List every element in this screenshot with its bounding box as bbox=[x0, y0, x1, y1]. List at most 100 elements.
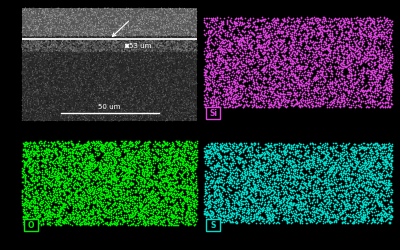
Point bbox=[387, 144, 394, 148]
Point bbox=[107, 43, 114, 47]
Point bbox=[357, 89, 364, 93]
Point bbox=[112, 37, 119, 41]
Point bbox=[34, 28, 40, 32]
Point bbox=[141, 53, 147, 57]
Point bbox=[88, 152, 95, 156]
Point bbox=[275, 195, 281, 199]
Point bbox=[116, 32, 123, 36]
Point bbox=[104, 27, 110, 31]
Point bbox=[94, 39, 101, 43]
Point bbox=[69, 199, 75, 203]
Point bbox=[181, 178, 187, 182]
Point bbox=[174, 42, 180, 46]
Point bbox=[102, 42, 108, 46]
Point bbox=[105, 144, 111, 148]
Point bbox=[67, 30, 74, 34]
Point bbox=[155, 46, 161, 50]
Point bbox=[260, 78, 266, 82]
Point bbox=[144, 148, 151, 152]
Point bbox=[205, 218, 212, 222]
Point bbox=[71, 192, 78, 196]
Point bbox=[174, 49, 181, 53]
Point bbox=[325, 54, 331, 58]
Point bbox=[46, 46, 53, 50]
Point bbox=[139, 94, 145, 98]
Point bbox=[66, 41, 73, 45]
Point bbox=[312, 215, 318, 219]
Point bbox=[183, 54, 190, 58]
Point bbox=[221, 66, 227, 70]
Point bbox=[183, 91, 190, 95]
Point bbox=[317, 18, 324, 22]
Point bbox=[45, 211, 52, 215]
Point bbox=[79, 198, 85, 202]
Point bbox=[278, 46, 284, 50]
Point bbox=[134, 44, 140, 48]
Point bbox=[334, 98, 340, 102]
Point bbox=[44, 106, 50, 110]
Point bbox=[332, 220, 339, 224]
Point bbox=[154, 104, 160, 108]
Point bbox=[117, 27, 124, 31]
Point bbox=[38, 40, 44, 44]
Point bbox=[54, 68, 60, 71]
Point bbox=[76, 49, 82, 53]
Point bbox=[29, 36, 35, 40]
Point bbox=[251, 86, 258, 90]
Point bbox=[388, 66, 394, 70]
Point bbox=[20, 158, 26, 162]
Point bbox=[224, 198, 230, 202]
Point bbox=[135, 46, 142, 50]
Point bbox=[30, 10, 37, 14]
Point bbox=[208, 36, 215, 40]
Point bbox=[23, 38, 30, 42]
Point bbox=[115, 54, 122, 58]
Point bbox=[92, 187, 98, 191]
Point bbox=[92, 98, 98, 102]
Point bbox=[234, 199, 241, 203]
Point bbox=[118, 182, 124, 186]
Point bbox=[142, 41, 148, 45]
Point bbox=[117, 90, 123, 94]
Point bbox=[266, 32, 272, 36]
Point bbox=[167, 96, 173, 100]
Point bbox=[30, 105, 37, 109]
Point bbox=[223, 180, 230, 184]
Point bbox=[175, 22, 182, 26]
Point bbox=[178, 32, 184, 36]
Point bbox=[190, 111, 197, 115]
Point bbox=[378, 69, 385, 73]
Point bbox=[315, 144, 322, 148]
Point bbox=[229, 202, 235, 205]
Point bbox=[194, 199, 200, 203]
Point bbox=[93, 10, 99, 14]
Point bbox=[61, 8, 68, 12]
Point bbox=[192, 78, 198, 82]
Point bbox=[120, 207, 126, 211]
Point bbox=[83, 113, 89, 117]
Point bbox=[270, 216, 276, 220]
Point bbox=[90, 110, 96, 114]
Point bbox=[93, 78, 99, 82]
Point bbox=[121, 87, 128, 91]
Point bbox=[141, 34, 147, 38]
Point bbox=[64, 8, 70, 12]
Point bbox=[20, 167, 26, 171]
Point bbox=[111, 42, 118, 46]
Point bbox=[120, 219, 126, 223]
Point bbox=[266, 151, 272, 155]
Point bbox=[281, 212, 287, 216]
Point bbox=[185, 80, 191, 84]
Point bbox=[164, 115, 170, 119]
Point bbox=[39, 152, 46, 156]
Point bbox=[126, 54, 132, 58]
Point bbox=[122, 15, 129, 19]
Point bbox=[116, 49, 122, 53]
Point bbox=[60, 48, 67, 52]
Point bbox=[68, 8, 74, 12]
Point bbox=[366, 53, 372, 57]
Point bbox=[97, 43, 104, 47]
Point bbox=[180, 179, 186, 183]
Point bbox=[324, 177, 331, 181]
Point bbox=[136, 93, 142, 97]
